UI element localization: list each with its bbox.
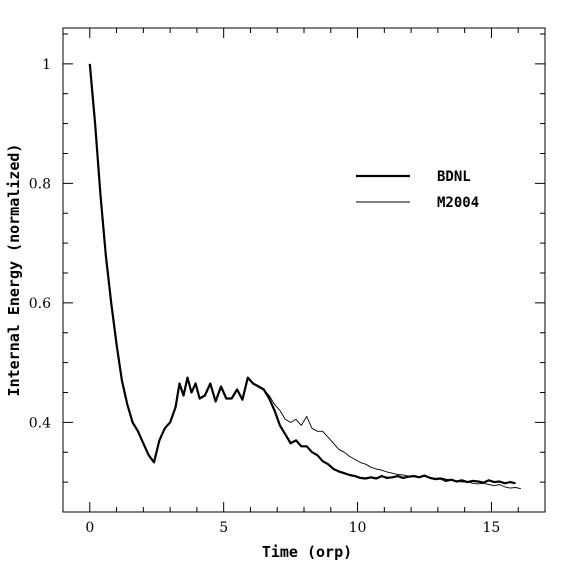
y-tick-label: 1 [42, 57, 51, 73]
x-axis-title: Time (orp) [262, 543, 352, 561]
x-tick-label: 0 [85, 520, 94, 536]
series-line-bdnl [88, 63, 516, 485]
axis-ticks: 0 5 10 15 0.4 0.6 0.8 1 [29, 28, 546, 536]
y-tick-label: 0.4 [29, 415, 51, 431]
x-tick-label: 15 [483, 520, 501, 536]
series-lines [88, 63, 521, 490]
y-tick-label: 0.6 [29, 296, 51, 312]
x-tick-label: 5 [219, 520, 228, 536]
y-tick-label: 0.8 [29, 176, 51, 192]
legend-label-bdnl: BDNL [437, 169, 471, 185]
x-tick-label: 10 [349, 520, 367, 536]
series-line-m2004 [89, 63, 521, 490]
legend: BDNL M2004 [356, 169, 479, 211]
legend-label-m2004: M2004 [437, 195, 479, 211]
plot-frame [62, 27, 546, 513]
y-axis-title: Internal Energy (normalized) [5, 144, 23, 397]
